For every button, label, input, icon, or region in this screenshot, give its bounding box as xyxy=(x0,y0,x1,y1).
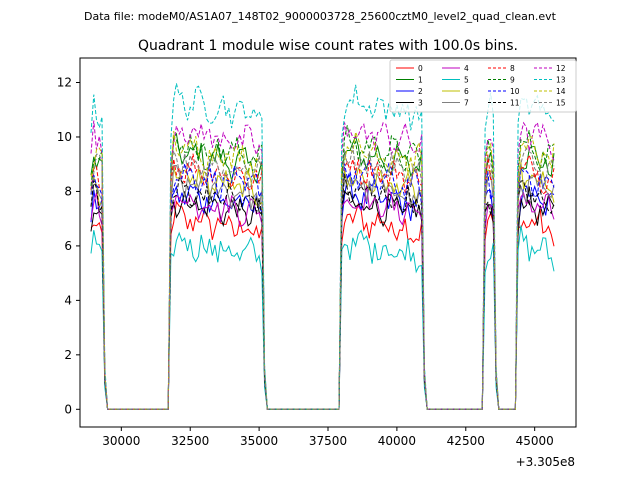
legend-label-13: 13 xyxy=(556,76,566,85)
x-axis: 30000 32500 35000 37500 40000 42500 45000 xyxy=(102,427,554,448)
y-tick-label: 10 xyxy=(57,130,72,144)
x-tick-label: 30000 xyxy=(102,434,140,448)
x-tick-label: 32500 xyxy=(171,434,209,448)
plot-frame xyxy=(79,57,577,428)
legend-label-1: 1 xyxy=(418,76,423,85)
y-tick-label: 8 xyxy=(64,184,72,198)
legend-label-4: 4 xyxy=(464,64,469,73)
plot-area xyxy=(79,57,577,428)
legend-label-12: 12 xyxy=(556,64,566,73)
series-line-15 xyxy=(90,145,555,410)
legend-label-10: 10 xyxy=(510,87,520,96)
legend-label-14: 14 xyxy=(556,87,566,96)
y-tick-label: 12 xyxy=(57,76,72,90)
y-tick-label: 2 xyxy=(64,348,72,362)
legend-label-3: 3 xyxy=(418,99,423,108)
legend-label-9: 9 xyxy=(510,76,515,85)
chart-suptitle: Data file: modeM0/AS1A07_148T02_90000037… xyxy=(84,10,557,23)
legend-label-15: 15 xyxy=(556,99,566,108)
y-tick-label: 4 xyxy=(64,293,72,307)
chart-title: Quadrant 1 module wise count rates with … xyxy=(138,38,518,54)
legend-label-0: 0 xyxy=(418,64,423,73)
legend-label-7: 7 xyxy=(464,99,469,108)
legend-label-2: 2 xyxy=(418,87,423,96)
x-tick-label: 37500 xyxy=(309,434,347,448)
x-tick-label: 42500 xyxy=(447,434,485,448)
x-tick-label: 45000 xyxy=(516,434,554,448)
x-tick-label: 35000 xyxy=(240,434,278,448)
legend-box xyxy=(389,59,577,113)
y-tick-label: 0 xyxy=(64,402,72,416)
x-tick-label: 40000 xyxy=(378,434,416,448)
legend-label-5: 5 xyxy=(464,76,469,85)
legend-label-8: 8 xyxy=(510,64,515,73)
legend-label-11: 11 xyxy=(510,99,520,108)
y-tick-label: 6 xyxy=(64,239,72,253)
x-offset-label: +3.305e8 xyxy=(516,455,575,469)
legend-label-6: 6 xyxy=(464,87,469,96)
y-axis: 0 2 4 6 8 10 12 xyxy=(57,76,80,416)
